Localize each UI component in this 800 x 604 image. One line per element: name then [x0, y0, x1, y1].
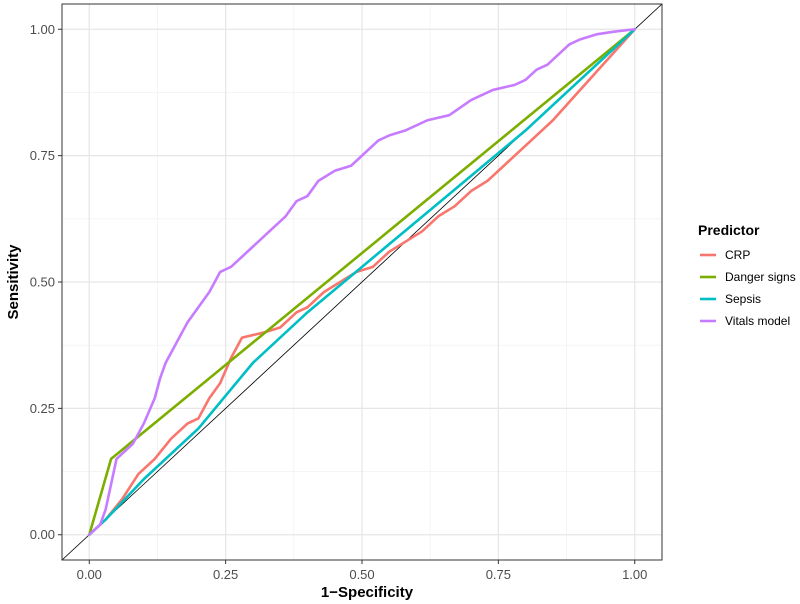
y-tick-label: 1.00: [30, 22, 55, 37]
x-axis-ticks: 0.00 0.25 0.50 0.75 1.00: [77, 560, 647, 582]
series-line-vitals-model: [87, 27, 637, 537]
legend-label-crp: CRP: [725, 248, 750, 262]
x-tick-label: 0.25: [213, 567, 238, 582]
x-tick-label: 0.75: [486, 567, 511, 582]
series-layer: [87, 27, 637, 537]
y-tick-label: 0.00: [30, 527, 55, 542]
y-tick-label: 0.25: [30, 401, 55, 416]
legend: Predictor CRP Danger signs Sepsis Vitals mo…: [698, 222, 796, 331]
legend-label-sepsis: Sepsis: [725, 292, 761, 306]
y-tick-label: 0.75: [30, 148, 55, 163]
x-tick-label: 1.00: [622, 567, 647, 582]
y-axis-ticks: 0.00 0.25 0.50 0.75 1.00: [30, 22, 62, 542]
x-axis-title: 1−Specificity: [321, 584, 414, 601]
series-line-crp: [87, 27, 637, 537]
y-tick-label: 0.50: [30, 275, 55, 290]
legend-label-danger-signs: Danger signs: [725, 270, 796, 284]
x-tick-label: 0.00: [77, 567, 102, 582]
series-line-danger-signs: [87, 27, 637, 537]
legend-title: Predictor: [698, 222, 760, 238]
series-line-sepsis: [87, 27, 637, 537]
legend-label-vitals-model: Vitals model: [725, 314, 790, 328]
legend-items: CRP Danger signs Sepsis Vitals model: [698, 245, 796, 331]
x-tick-label: 0.50: [349, 567, 374, 582]
y-axis-title: Sensitivity: [5, 244, 22, 320]
